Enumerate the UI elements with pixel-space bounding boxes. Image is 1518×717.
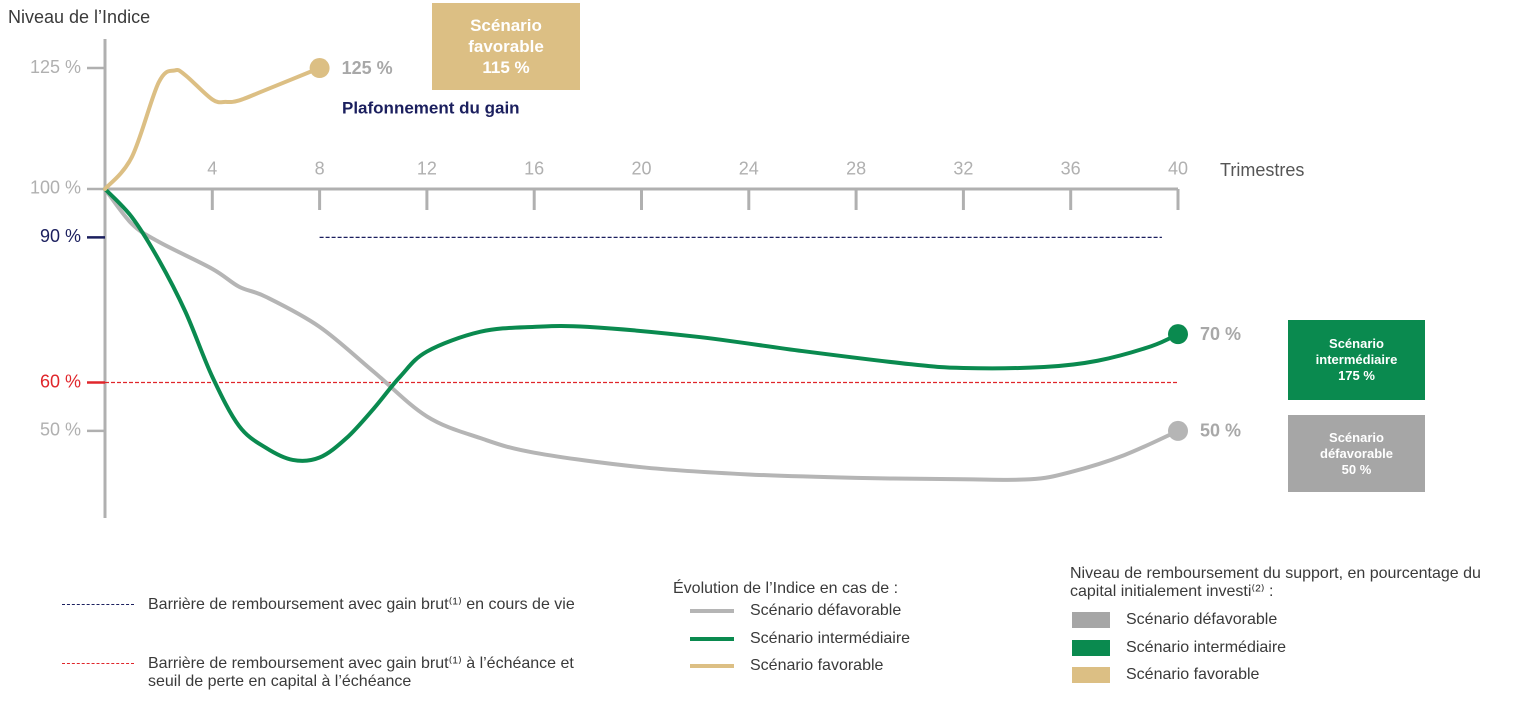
legend-item: Scénario intermédiaire xyxy=(1072,639,1286,657)
legend-dash xyxy=(62,604,134,605)
box-value: 115 % xyxy=(446,57,566,78)
legend-dash xyxy=(62,663,134,664)
legend-title: Évolution de l’Indice en cas de : xyxy=(673,580,898,598)
value-label: 125 % xyxy=(342,58,393,78)
annotation: Plafonnement du gain xyxy=(342,98,520,117)
y-tick-label: 125 % xyxy=(30,57,81,77)
x-tick-label: 12 xyxy=(417,159,437,179)
y-tick-label: 50 % xyxy=(40,420,81,440)
y-tick-label: 100 % xyxy=(30,178,81,198)
y-tick-label: 90 % xyxy=(40,226,81,246)
series-line xyxy=(105,189,1178,461)
box-label: Scénario intermédiaire xyxy=(1302,336,1411,368)
legend-item: Scénario favorable xyxy=(690,657,883,675)
value-label: 50 % xyxy=(1200,421,1241,441)
x-tick-label: 28 xyxy=(846,159,866,179)
legend-swatch xyxy=(690,637,734,641)
legend-label: Scénario intermédiaire xyxy=(1126,639,1286,657)
legend-item: Scénario défavorable xyxy=(1072,611,1277,629)
x-tick-label: 36 xyxy=(1061,159,1081,179)
legend-swatch xyxy=(690,664,734,668)
x-tick-label: 32 xyxy=(953,159,973,179)
x-tick-label: 4 xyxy=(207,159,217,179)
legend-label: Scénario favorable xyxy=(750,657,883,675)
x-tick-label: 24 xyxy=(739,159,759,179)
legend-label: Scénario défavorable xyxy=(750,602,901,620)
box-label: Scénario défavorable xyxy=(1302,430,1411,462)
legend-item: Scénario intermédiaire xyxy=(690,630,910,648)
x-tick-label: 8 xyxy=(315,159,325,179)
box-value: 50 % xyxy=(1302,462,1411,478)
box-value: 175 % xyxy=(1302,368,1411,384)
legend-label: Barrière de remboursement avec gain brut… xyxy=(148,655,593,691)
page: Niveau de l’Indice Trimestres Plafonneme… xyxy=(0,0,1518,717)
y-axis-label: Niveau de l’Indice xyxy=(8,7,150,27)
legend-item: Scénario défavorable xyxy=(690,602,901,620)
legend-swatch xyxy=(1072,640,1110,656)
y-tick-label: 60 % xyxy=(40,371,81,391)
legend-label: Scénario intermédiaire xyxy=(750,630,910,648)
legend-item: Scénario favorable xyxy=(1072,666,1259,684)
end-point xyxy=(310,58,330,78)
legend-label: Scénario défavorable xyxy=(1126,611,1277,629)
legend-label: Scénario favorable xyxy=(1126,666,1259,684)
legend-swatch xyxy=(690,609,734,613)
x-tick-label: 16 xyxy=(524,159,544,179)
value-label: 70 % xyxy=(1200,324,1241,344)
x-tick-label: 40 xyxy=(1168,159,1188,179)
end-point xyxy=(1168,324,1188,344)
legend-label: Barrière de remboursement avec gain brut… xyxy=(148,596,593,614)
series-line xyxy=(105,189,1178,480)
x-tick-label: 20 xyxy=(631,159,651,179)
box-label: Scénario favorable xyxy=(446,15,566,57)
x-axis-label: Trimestres xyxy=(1220,160,1304,180)
legend-swatch xyxy=(1072,612,1110,628)
legend-swatch xyxy=(1072,667,1110,683)
end-point xyxy=(1168,421,1188,441)
legend-title: Niveau de remboursement du support, en p… xyxy=(1070,565,1510,601)
